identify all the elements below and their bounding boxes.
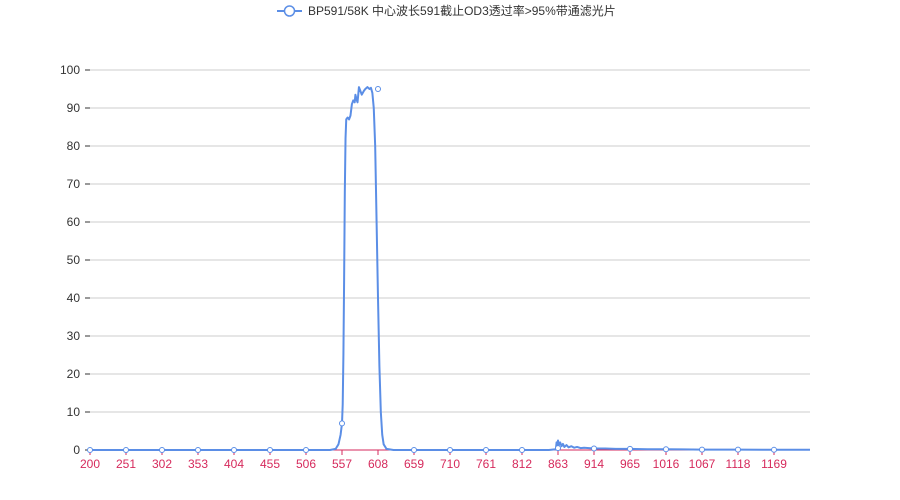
y-tick-label: 50 bbox=[67, 253, 81, 267]
y-tick-label: 10 bbox=[67, 405, 81, 419]
y-tick-label: 0 bbox=[73, 443, 80, 457]
x-tick-label: 455 bbox=[260, 457, 280, 471]
x-tick-label: 200 bbox=[80, 457, 100, 471]
x-tick-label: 710 bbox=[440, 457, 460, 471]
y-tick-label: 40 bbox=[67, 291, 81, 305]
data-point bbox=[339, 420, 345, 427]
y-tick-label: 100 bbox=[60, 63, 80, 77]
data-point bbox=[375, 86, 381, 92]
y-tick-label: 30 bbox=[67, 329, 81, 343]
x-tick-label: 761 bbox=[476, 457, 496, 471]
data-point bbox=[483, 447, 489, 453]
x-tick-label: 404 bbox=[224, 457, 244, 471]
legend-marker-icon bbox=[283, 5, 296, 17]
data-point bbox=[699, 446, 705, 453]
y-tick-label: 80 bbox=[67, 139, 81, 153]
x-tick-label: 557 bbox=[332, 457, 352, 471]
data-point bbox=[159, 447, 165, 453]
data-point bbox=[771, 446, 777, 453]
x-tick-label: 353 bbox=[188, 457, 208, 471]
data-point bbox=[519, 447, 525, 453]
data-point bbox=[591, 445, 597, 452]
x-tick-label: 1067 bbox=[689, 457, 716, 471]
data-point bbox=[663, 446, 669, 453]
data-point bbox=[411, 447, 417, 453]
x-tick-label: 1118 bbox=[726, 457, 751, 471]
y-tick-label: 60 bbox=[67, 215, 81, 229]
x-tick-label: 251 bbox=[116, 457, 136, 471]
x-axis: 200 251 302 353 404 455 506 557 608 659 710 761 812 8… bbox=[80, 449, 810, 471]
x-tick-label: 506 bbox=[296, 457, 316, 471]
data-point bbox=[123, 447, 129, 453]
y-axis-ticks: 0 10 20 30 40 50 60 70 80 90 100 bbox=[60, 63, 90, 457]
x-tick-label: 863 bbox=[548, 457, 568, 471]
data-point bbox=[303, 447, 309, 453]
data-point bbox=[735, 446, 741, 453]
x-tick-label: 1016 bbox=[653, 457, 680, 471]
x-tick-label: 608 bbox=[368, 457, 388, 471]
x-tick-label: 914 bbox=[584, 457, 604, 471]
grid-lines bbox=[90, 69, 810, 413]
data-point bbox=[447, 447, 453, 453]
y-tick-label: 70 bbox=[67, 177, 81, 191]
x-tick-label: 1169 bbox=[761, 457, 787, 471]
data-point bbox=[87, 447, 93, 453]
x-tick-label: 659 bbox=[404, 457, 424, 471]
data-point bbox=[555, 445, 561, 452]
series-layer bbox=[87, 86, 810, 453]
y-tick-label: 90 bbox=[67, 101, 81, 115]
data-point bbox=[267, 447, 273, 453]
x-tick-label: 965 bbox=[620, 457, 640, 471]
legend[interactable]: BP591/58K 中心波长591截止OD3透过率>95%带通滤光片 bbox=[277, 3, 616, 18]
data-point bbox=[195, 447, 201, 453]
data-point bbox=[231, 447, 237, 453]
data-point bbox=[627, 445, 633, 452]
series-line bbox=[90, 86, 810, 451]
y-tick-label: 20 bbox=[67, 367, 81, 381]
legend-label: BP591/58K 中心波长591截止OD3透过率>95%带通滤光片 bbox=[308, 3, 616, 18]
x-tick-label: 302 bbox=[152, 457, 172, 471]
x-tick-label: 812 bbox=[512, 457, 532, 471]
